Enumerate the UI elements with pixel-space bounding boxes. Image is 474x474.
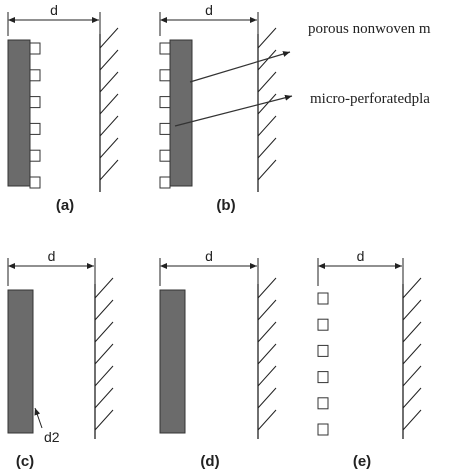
hatch (94, 409, 114, 431)
pointer-arrow (189, 51, 291, 83)
hatch (257, 27, 277, 49)
perforated-plate-segment (29, 122, 41, 135)
dimension-label: d (48, 248, 56, 264)
hatch (99, 115, 119, 137)
dimension-label: d (50, 2, 58, 18)
caption: (c) (16, 453, 34, 470)
perforated-plate-segment (159, 69, 171, 82)
pointer-arrow (34, 407, 43, 429)
perforated-plate-segment (29, 69, 41, 82)
hatch (257, 71, 277, 93)
hatch (257, 137, 277, 159)
perforated-plate-segment (159, 42, 171, 55)
hatch (99, 93, 119, 115)
hatch (257, 343, 277, 365)
hatch (99, 27, 119, 49)
dimension-label: d (205, 248, 213, 264)
porous-layer (159, 289, 186, 434)
perforated-plate-segment (29, 42, 41, 55)
perforated-plate-segment (317, 292, 329, 305)
hatch (402, 387, 422, 409)
annotation: d2 (44, 429, 60, 445)
porous-layer (7, 289, 34, 434)
perforated-plate-segment (159, 122, 171, 135)
perforated-plate-segment (317, 397, 329, 410)
hatch (257, 409, 277, 431)
perforated-plate-segment (159, 149, 171, 162)
hatch (99, 137, 119, 159)
perforated-plate-segment (29, 96, 41, 109)
annotation: micro-perforatedpla (310, 91, 430, 107)
annotation: porous nonwoven m (308, 21, 431, 37)
hatch (94, 365, 114, 387)
porous-layer (169, 39, 193, 187)
perforated-plate-segment (159, 176, 171, 189)
hatch (94, 277, 114, 299)
perforated-plate-segment (317, 371, 329, 384)
hatch (257, 387, 277, 409)
drawing: d (a) d (b) d (c) d (d) d (e) (7, 2, 422, 470)
hatch (402, 365, 422, 387)
hatch (257, 299, 277, 321)
hatch (257, 159, 277, 181)
hatch (402, 321, 422, 343)
caption: (e) (353, 453, 371, 470)
dimension-label: d (205, 2, 213, 18)
perforated-plate-segment (29, 176, 41, 189)
porous-layer (7, 39, 31, 187)
dimension-label: d (357, 248, 365, 264)
hatch (94, 387, 114, 409)
perforated-plate-segment (159, 96, 171, 109)
hatch (402, 299, 422, 321)
hatch (94, 343, 114, 365)
hatch (257, 321, 277, 343)
perforated-plate-segment (317, 423, 329, 436)
hatch (257, 277, 277, 299)
hatch (99, 71, 119, 93)
hatch (257, 49, 277, 71)
caption: (d) (200, 453, 219, 470)
caption: (a) (56, 197, 74, 214)
hatch (94, 299, 114, 321)
hatch (257, 365, 277, 387)
caption: (b) (216, 197, 235, 214)
perforated-plate-segment (317, 318, 329, 331)
perforated-plate-segment (317, 344, 329, 357)
perforated-plate-segment (29, 149, 41, 162)
hatch (402, 343, 422, 365)
hatch (402, 409, 422, 431)
hatch (99, 159, 119, 181)
hatch (257, 93, 277, 115)
hatch (402, 277, 422, 299)
hatch (99, 49, 119, 71)
pointer-arrow (174, 94, 293, 127)
hatch (94, 321, 114, 343)
hatch (257, 115, 277, 137)
